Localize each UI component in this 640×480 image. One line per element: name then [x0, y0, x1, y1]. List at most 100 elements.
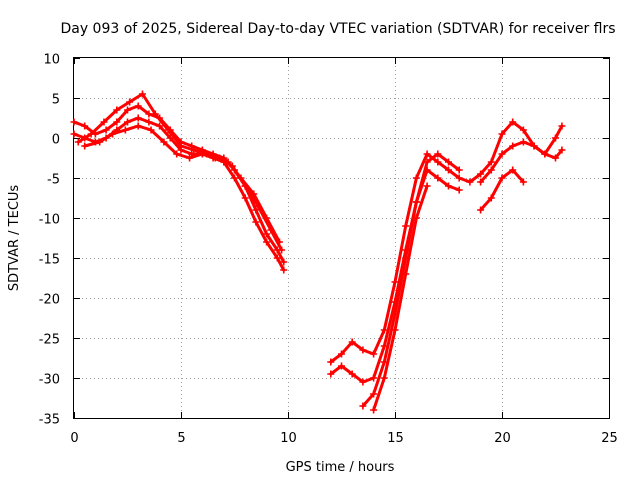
data-point — [113, 118, 121, 126]
data-point — [198, 150, 206, 158]
data-point — [327, 358, 335, 366]
data-point — [359, 402, 367, 410]
data-point — [558, 122, 566, 130]
data-point — [231, 174, 238, 182]
data-point — [380, 374, 388, 382]
y-tick-label: 10 — [43, 53, 60, 68]
x-tick-label: 25 — [601, 431, 618, 446]
data-point — [81, 142, 89, 150]
data-point — [402, 270, 410, 278]
data-point — [156, 122, 164, 130]
data-point — [263, 214, 271, 222]
data-point — [348, 338, 356, 346]
data-point — [530, 142, 538, 150]
plot-frame — [73, 57, 610, 419]
data-point — [102, 126, 110, 134]
data-point — [412, 198, 420, 206]
data-point — [121, 126, 129, 134]
data-point — [498, 150, 506, 158]
data-point — [445, 158, 452, 166]
data-point — [519, 138, 527, 146]
data-point — [224, 158, 232, 166]
y-tick-label: 5 — [52, 93, 60, 108]
data-point — [455, 166, 463, 174]
data-point — [241, 194, 249, 202]
data-point — [541, 150, 549, 158]
data-point — [160, 138, 168, 146]
series-line-4 — [83, 124, 281, 244]
data-point — [391, 278, 399, 286]
data-point — [498, 174, 506, 182]
data-point — [109, 130, 117, 138]
data-point — [477, 178, 485, 186]
series-line-7 — [361, 152, 461, 408]
data-point — [519, 178, 527, 186]
data-point — [166, 134, 174, 142]
data-point — [445, 182, 452, 190]
series-line-5 — [329, 120, 564, 364]
data-point — [327, 370, 335, 378]
series-line-3 — [76, 92, 284, 252]
data-point — [359, 378, 367, 386]
data-point — [87, 130, 95, 138]
y-tick-label: -15 — [39, 253, 60, 268]
data-point — [280, 266, 288, 274]
data-point — [445, 166, 452, 174]
data-point — [173, 150, 181, 158]
data-point — [558, 146, 566, 154]
x-tick-label: 5 — [177, 431, 185, 446]
data-point — [455, 174, 463, 182]
data-point — [252, 218, 260, 226]
data-point — [370, 374, 378, 382]
data-point — [145, 110, 153, 118]
data-point — [434, 150, 442, 158]
y-axis-label: SDTVAR / TECUs — [7, 185, 22, 292]
data-point — [402, 222, 410, 230]
data-point — [252, 206, 260, 214]
plot-area — [70, 90, 566, 414]
data-point — [423, 158, 431, 166]
data-point — [509, 142, 517, 150]
data-point — [275, 238, 283, 246]
data-point — [145, 118, 153, 126]
data-point — [164, 126, 172, 134]
data-point — [487, 194, 495, 202]
data-point — [434, 174, 442, 182]
data-point — [466, 178, 474, 186]
data-point — [138, 90, 146, 98]
x-tick-label: 10 — [280, 431, 297, 446]
data-point — [338, 362, 345, 370]
data-point — [434, 158, 442, 166]
data-point — [273, 254, 281, 262]
data-point — [455, 186, 463, 194]
y-tick-label: -35 — [39, 413, 60, 428]
data-point — [477, 206, 485, 214]
data-point — [487, 166, 495, 174]
data-point — [391, 326, 399, 334]
data-point — [126, 98, 134, 106]
data-point — [134, 122, 142, 130]
data-point — [263, 230, 271, 238]
data-point — [487, 158, 495, 166]
x-tick-label: 20 — [494, 431, 511, 446]
data-point — [519, 126, 527, 134]
data-point — [423, 182, 431, 190]
axis-ticks: 0 5 10 15 20 25 10 5 0 -5 -10 -15 -20 -25 -30 -35 — [39, 53, 618, 447]
series-line-8 — [372, 184, 429, 412]
data-point — [509, 118, 517, 126]
y-tick-label: -30 — [39, 373, 60, 388]
data-point — [370, 406, 378, 414]
data-point — [177, 142, 185, 150]
y-tick-label: 0 — [52, 133, 60, 148]
data-point — [263, 238, 271, 246]
data-point — [134, 114, 142, 122]
x-tick-label: 15 — [387, 431, 404, 446]
data-point — [412, 174, 420, 182]
y-tick-label: -25 — [39, 333, 60, 348]
data-point — [348, 370, 356, 378]
y-tick-label: -20 — [39, 293, 60, 308]
data-point — [147, 126, 155, 134]
data-point — [423, 150, 431, 158]
chart-title: Day 093 of 2025, Sidereal Day-to-day VTE… — [60, 21, 615, 37]
